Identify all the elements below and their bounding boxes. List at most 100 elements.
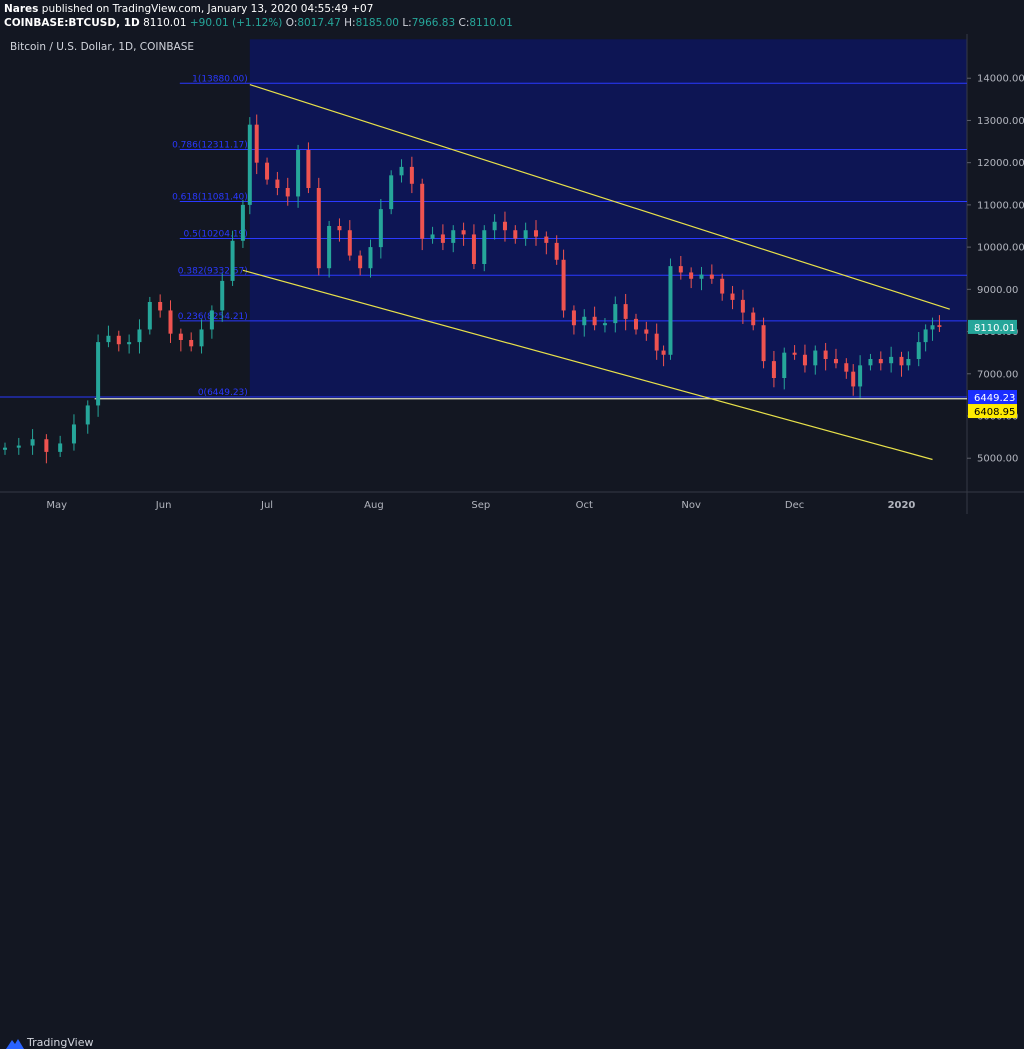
candle[interactable] <box>58 443 63 452</box>
candle[interactable] <box>16 445 21 448</box>
price-chart[interactable]: 1(13880.00) 0.786(12311.17) 0.618(11081.40… <box>0 34 1024 514</box>
candle[interactable] <box>168 310 173 334</box>
candle[interactable] <box>771 361 776 378</box>
candle[interactable] <box>730 293 735 300</box>
candle[interactable] <box>689 272 694 279</box>
tradingview-logo[interactable]: TradingView <box>6 1036 93 1049</box>
candle[interactable] <box>668 266 673 355</box>
candle[interactable] <box>699 274 704 279</box>
candle[interactable] <box>285 188 290 197</box>
candle[interactable] <box>740 299 745 313</box>
candle[interactable] <box>30 439 35 446</box>
candle[interactable] <box>378 209 383 248</box>
candle[interactable] <box>523 230 528 239</box>
candle[interactable] <box>633 318 638 330</box>
price-tag[interactable] <box>968 404 1017 419</box>
candle[interactable] <box>347 230 352 256</box>
candle[interactable] <box>337 226 342 231</box>
candle[interactable] <box>678 266 683 273</box>
candle[interactable] <box>296 150 301 197</box>
candle[interactable] <box>3 447 7 450</box>
candle[interactable] <box>409 166 414 184</box>
candle[interactable] <box>265 162 270 180</box>
candle[interactable] <box>782 352 787 378</box>
candle[interactable] <box>813 350 818 366</box>
candle[interactable] <box>106 335 111 343</box>
candle[interactable] <box>916 342 921 359</box>
channel-upper-line[interactable] <box>249 83 950 310</box>
candle[interactable] <box>571 310 576 326</box>
candle[interactable] <box>661 350 666 355</box>
candle[interactable] <box>592 316 597 326</box>
candle[interactable] <box>96 342 101 406</box>
price-tag[interactable] <box>968 390 1017 405</box>
candle[interactable] <box>71 424 76 444</box>
candle[interactable] <box>561 259 566 311</box>
candle[interactable] <box>513 230 518 239</box>
candle[interactable] <box>199 329 204 347</box>
candle[interactable] <box>178 333 183 340</box>
candle[interactable] <box>858 365 863 387</box>
candle[interactable] <box>851 371 856 387</box>
candle[interactable] <box>751 312 756 326</box>
candle[interactable] <box>275 179 280 188</box>
candle[interactable] <box>623 304 628 319</box>
candle[interactable] <box>802 354 807 366</box>
candle[interactable] <box>613 304 618 324</box>
candle[interactable] <box>158 302 163 311</box>
candle[interactable] <box>533 230 538 237</box>
candle[interactable] <box>147 302 152 330</box>
candle[interactable] <box>440 234 445 243</box>
candle[interactable] <box>44 439 49 452</box>
candle[interactable] <box>582 316 587 326</box>
candle[interactable] <box>889 356 894 364</box>
author-name[interactable]: Nares <box>4 3 39 15</box>
candle[interactable] <box>461 230 466 235</box>
candle[interactable] <box>389 175 394 210</box>
candle[interactable] <box>451 230 456 243</box>
candle[interactable] <box>709 274 714 279</box>
candle[interactable] <box>240 204 245 241</box>
candle[interactable] <box>937 325 942 327</box>
candle[interactable] <box>116 335 121 345</box>
channel-lower-line[interactable] <box>242 269 933 461</box>
candle[interactable] <box>220 280 225 311</box>
candle[interactable] <box>823 350 828 359</box>
candle[interactable] <box>327 226 332 269</box>
candle[interactable] <box>420 183 425 239</box>
candle[interactable] <box>720 278 725 294</box>
candle[interactable] <box>602 323 607 326</box>
candle[interactable] <box>923 329 928 343</box>
candle[interactable] <box>137 329 142 343</box>
candle[interactable] <box>502 221 507 231</box>
candle[interactable] <box>85 405 90 425</box>
candle[interactable] <box>492 221 497 231</box>
candle[interactable] <box>761 325 766 362</box>
candle[interactable] <box>316 188 321 269</box>
candle[interactable] <box>230 240 235 281</box>
candle[interactable] <box>554 242 559 260</box>
candle[interactable] <box>930 325 935 330</box>
price-tag[interactable] <box>968 319 1017 334</box>
candle[interactable] <box>368 247 373 269</box>
candle[interactable] <box>833 359 838 364</box>
candle[interactable] <box>254 124 259 163</box>
candle[interactable] <box>247 124 252 205</box>
candle[interactable] <box>899 356 904 366</box>
candle[interactable] <box>878 359 883 364</box>
candle[interactable] <box>906 359 911 366</box>
candle[interactable] <box>306 150 311 188</box>
candle[interactable] <box>209 310 214 330</box>
candle[interactable] <box>430 234 435 239</box>
candle[interactable] <box>482 230 487 264</box>
candle[interactable] <box>868 359 873 366</box>
candle[interactable] <box>399 166 404 176</box>
candle[interactable] <box>358 255 363 269</box>
candle[interactable] <box>792 352 797 355</box>
candle[interactable] <box>544 236 549 243</box>
candle[interactable] <box>127 342 132 345</box>
candle[interactable] <box>654 333 659 351</box>
candle[interactable] <box>644 329 649 334</box>
candle[interactable] <box>844 363 849 372</box>
candle[interactable] <box>471 234 476 264</box>
